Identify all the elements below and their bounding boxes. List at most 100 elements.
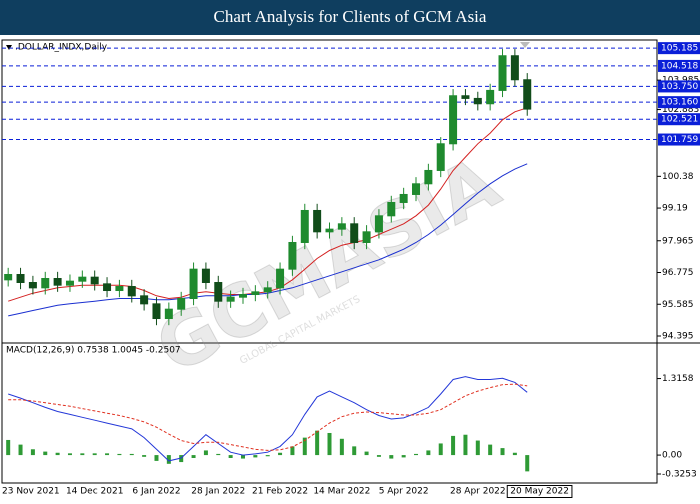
macd-line — [8, 376, 528, 462]
histogram-bar — [228, 455, 233, 458]
candle-body — [486, 89, 495, 105]
candle-body — [325, 228, 334, 233]
x-tick-label: 28 Jan 2022 — [191, 487, 245, 497]
candle-body — [288, 241, 297, 270]
y-tick-label: 0.00 — [662, 451, 682, 461]
histogram-bar — [327, 432, 332, 456]
y-tick-label: 95.585 — [662, 300, 694, 310]
histogram-bar — [352, 446, 357, 456]
candle-body — [387, 201, 396, 217]
candle-body — [164, 308, 173, 320]
level-label: 102.521 — [661, 115, 698, 125]
histogram-bar — [500, 448, 505, 456]
histogram-bar — [401, 455, 406, 458]
level-label: 101.759 — [661, 135, 698, 145]
candle-body — [300, 209, 309, 243]
histogram-bar — [290, 446, 295, 456]
candle-body — [28, 282, 37, 289]
candle-body — [263, 287, 272, 293]
title-bar — [0, 0, 700, 35]
y-tick-label: 97.965 — [662, 236, 694, 246]
candle-body — [473, 97, 482, 105]
histogram-bar — [463, 434, 468, 456]
candle-body — [78, 276, 87, 282]
candle-body — [510, 55, 519, 81]
histogram-bar — [142, 455, 147, 457]
candle-body — [65, 280, 74, 286]
candle-body — [177, 298, 186, 310]
histogram-bar — [179, 455, 184, 463]
page-title: Chart Analysis for Clients of GCM Asia — [214, 7, 487, 26]
histogram-bar — [438, 443, 443, 456]
histogram-bar — [389, 455, 394, 459]
histogram-bar — [203, 450, 208, 456]
menu-icon — [6, 45, 12, 50]
candle-body — [461, 95, 470, 99]
histogram-bar — [376, 455, 381, 457]
histogram-bar — [154, 455, 159, 461]
histogram-bar — [339, 438, 344, 456]
symbol-label: .DOLLAR_INDX,Daily — [15, 43, 108, 53]
histogram-bar — [117, 453, 122, 456]
candle-body — [424, 169, 433, 185]
histogram-bar — [475, 440, 480, 456]
histogram-bar — [488, 444, 493, 456]
histogram-bar — [512, 452, 517, 456]
candle-body — [374, 215, 383, 233]
level-box — [658, 80, 700, 93]
histogram-bar — [315, 430, 320, 456]
histogram-bar — [451, 435, 456, 456]
candle-body — [4, 274, 13, 281]
histogram-bar — [265, 455, 270, 457]
level-box — [658, 42, 700, 55]
histogram-bar — [414, 453, 419, 456]
candle-body — [251, 291, 260, 296]
histogram-bar — [216, 453, 221, 456]
level-label: 103.750 — [661, 82, 698, 92]
histogram-bar — [18, 444, 23, 456]
x-tick-label: 21 Feb 2022 — [252, 487, 308, 497]
y-tick-label: -0.3253 — [662, 470, 697, 480]
candle-body — [16, 274, 25, 284]
histogram-bar — [191, 455, 196, 458]
macd-line — [8, 383, 528, 451]
histogram-bar — [105, 453, 110, 456]
histogram-bar — [67, 453, 72, 456]
candle-body — [498, 55, 507, 91]
x-tick-label: 5 Apr 2022 — [379, 487, 429, 497]
candle-body — [226, 296, 235, 302]
date-cursor-box — [506, 485, 573, 498]
candle-body — [412, 183, 421, 195]
candle-body — [436, 143, 445, 171]
y-tick-label: 94.395 — [662, 331, 694, 341]
candle-body — [523, 79, 532, 110]
candle-body — [449, 95, 458, 145]
candle-body — [362, 231, 371, 243]
watermark: GCMASIA — [143, 140, 513, 390]
level-box — [658, 96, 700, 109]
x-tick-label: 23 Nov 2021 — [2, 487, 60, 497]
histogram-bar — [240, 455, 245, 459]
histogram-bar — [426, 450, 431, 456]
histogram-bar — [55, 452, 60, 456]
candle-body — [214, 282, 223, 302]
candle-body — [127, 286, 136, 297]
candle-body — [276, 268, 285, 289]
histogram-bar — [364, 451, 369, 456]
histogram-bar — [92, 453, 97, 456]
level-label: 105.185 — [661, 44, 698, 54]
histogram-bar — [6, 439, 11, 456]
candle-body — [350, 223, 359, 243]
x-tick-label: 14 Mar 2022 — [313, 487, 370, 497]
y-tick-label: 99.19 — [662, 204, 688, 214]
candle-body — [189, 268, 198, 300]
candle-body — [337, 223, 346, 230]
shift-marker — [520, 42, 530, 48]
x-tick-label: 6 Jan 2022 — [132, 487, 180, 497]
candle-body — [90, 276, 99, 285]
indicator-label: MACD(12,26,9) 0.7538 1.0045 -0.2507 — [6, 346, 181, 356]
candle-body — [53, 278, 62, 286]
histogram-bar — [166, 455, 171, 464]
